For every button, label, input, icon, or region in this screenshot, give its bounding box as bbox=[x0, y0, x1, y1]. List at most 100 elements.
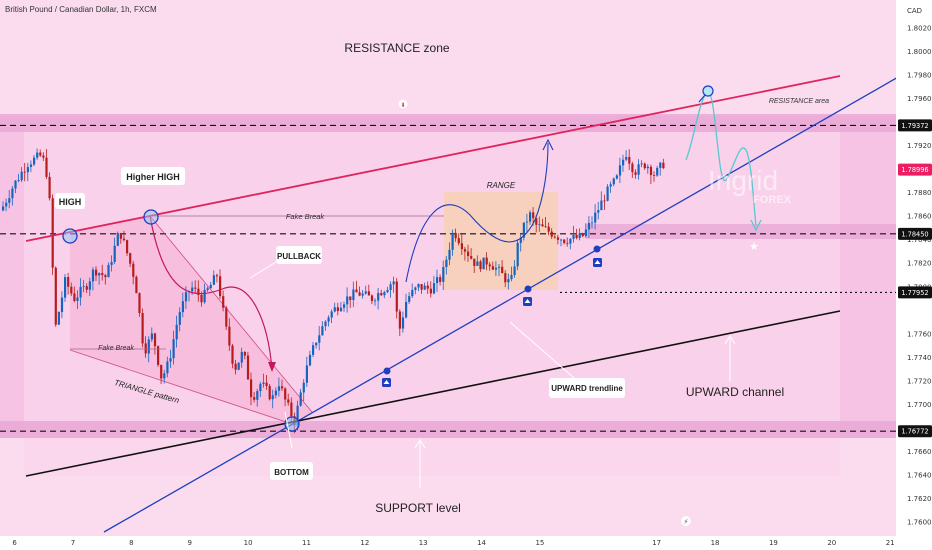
candle bbox=[76, 290, 79, 310]
price-tick-label: 1.80200 bbox=[907, 25, 932, 33]
candle bbox=[358, 286, 361, 297]
candle bbox=[11, 185, 14, 206]
candle bbox=[107, 262, 110, 278]
candle bbox=[175, 315, 178, 348]
resistance-area-band bbox=[0, 114, 896, 132]
candle bbox=[116, 231, 119, 247]
chart-header: British Pound / Canadian Dollar, 1h, FXC… bbox=[5, 5, 157, 14]
candle bbox=[42, 152, 45, 161]
range-breakout-arrowhead bbox=[542, 138, 554, 151]
candle bbox=[370, 294, 374, 305]
candle bbox=[29, 160, 33, 173]
watermark-subtext: FOREX bbox=[753, 194, 792, 206]
price-tick-label: 1.76600 bbox=[907, 448, 932, 456]
time-tick-label: 10 bbox=[244, 539, 253, 547]
candle bbox=[460, 234, 463, 255]
candle bbox=[14, 180, 17, 194]
svg-text:HIGH: HIGH bbox=[59, 197, 82, 207]
candle bbox=[473, 258, 476, 273]
candle bbox=[79, 278, 82, 306]
candle bbox=[150, 327, 153, 342]
candle bbox=[5, 198, 8, 212]
candle bbox=[45, 148, 48, 180]
candle bbox=[516, 239, 519, 271]
candle bbox=[352, 281, 355, 308]
svg-text:⚡: ⚡ bbox=[684, 518, 689, 526]
pullback-curve bbox=[149, 215, 273, 371]
candle bbox=[181, 292, 184, 318]
price-marker-label: 1.76772 bbox=[901, 428, 928, 436]
support-pointer-head bbox=[414, 439, 426, 449]
candle bbox=[64, 273, 67, 302]
price-tick-label: 1.79200 bbox=[907, 142, 932, 150]
candle bbox=[553, 235, 556, 239]
price-marker bbox=[898, 425, 932, 438]
candle bbox=[23, 162, 26, 182]
upward-channel-label: UPWARD channel bbox=[686, 385, 784, 399]
high-label: HIGH bbox=[55, 193, 85, 209]
candle bbox=[578, 228, 581, 241]
candle bbox=[622, 154, 625, 172]
candle bbox=[144, 336, 147, 358]
candle bbox=[445, 256, 448, 275]
candle bbox=[467, 244, 470, 262]
candle bbox=[640, 160, 643, 168]
star-icon: ★ bbox=[749, 241, 759, 253]
currency-label: CAD bbox=[907, 7, 922, 15]
candle bbox=[649, 164, 653, 184]
trendline-pointer bbox=[509, 321, 575, 379]
channel-area-bg bbox=[24, 128, 840, 476]
svg-text:PULLBACK: PULLBACK bbox=[277, 252, 321, 261]
candle bbox=[225, 306, 228, 330]
candle bbox=[386, 286, 389, 294]
candle bbox=[485, 252, 488, 271]
upward-trendline-label: UPWARD trendline bbox=[549, 378, 625, 398]
candle bbox=[646, 164, 649, 174]
candle bbox=[591, 216, 594, 229]
watermark-logo: Ingrid bbox=[708, 165, 778, 196]
candle bbox=[634, 169, 637, 179]
candle bbox=[98, 272, 101, 285]
candle bbox=[569, 238, 572, 250]
candle bbox=[26, 162, 29, 182]
price-tick-label: 1.78400 bbox=[907, 236, 932, 244]
price-tick-label: 1.77200 bbox=[907, 377, 932, 385]
price-axis[interactable] bbox=[896, 0, 932, 550]
candle bbox=[414, 286, 417, 295]
forecast-target-handle bbox=[698, 94, 706, 103]
candle bbox=[48, 172, 51, 201]
candle bbox=[507, 273, 510, 290]
candle bbox=[361, 290, 364, 299]
price-tick-label: 1.78800 bbox=[907, 189, 932, 197]
price-tick-label: 1.77400 bbox=[907, 354, 932, 362]
candle bbox=[411, 283, 414, 299]
triangle-upper-edge bbox=[149, 215, 313, 413]
candle bbox=[597, 201, 600, 220]
candle bbox=[231, 344, 234, 369]
candle bbox=[584, 223, 587, 238]
time-axis[interactable] bbox=[0, 536, 896, 550]
svg-text:BOTTOM: BOTTOM bbox=[274, 468, 309, 477]
candle bbox=[504, 270, 507, 288]
time-tick-label: 11 bbox=[302, 539, 311, 547]
candle bbox=[132, 260, 135, 285]
time-tick-label: 19 bbox=[769, 539, 778, 547]
time-tick-label: 18 bbox=[711, 539, 720, 547]
up-arrow-icon bbox=[382, 378, 391, 387]
candle bbox=[463, 246, 467, 261]
up-arrow-icon bbox=[593, 258, 602, 267]
fake-break-top-label: Fake Break bbox=[286, 212, 326, 221]
candle bbox=[333, 302, 336, 313]
candle bbox=[327, 315, 330, 327]
time-tick-label: 14 bbox=[477, 539, 486, 547]
candle bbox=[126, 239, 129, 256]
candle bbox=[457, 233, 460, 246]
candle bbox=[246, 351, 250, 380]
bottom-pointer bbox=[284, 411, 293, 449]
candle bbox=[389, 281, 392, 298]
candle bbox=[85, 283, 88, 294]
candle bbox=[343, 301, 346, 312]
candle bbox=[587, 216, 591, 238]
